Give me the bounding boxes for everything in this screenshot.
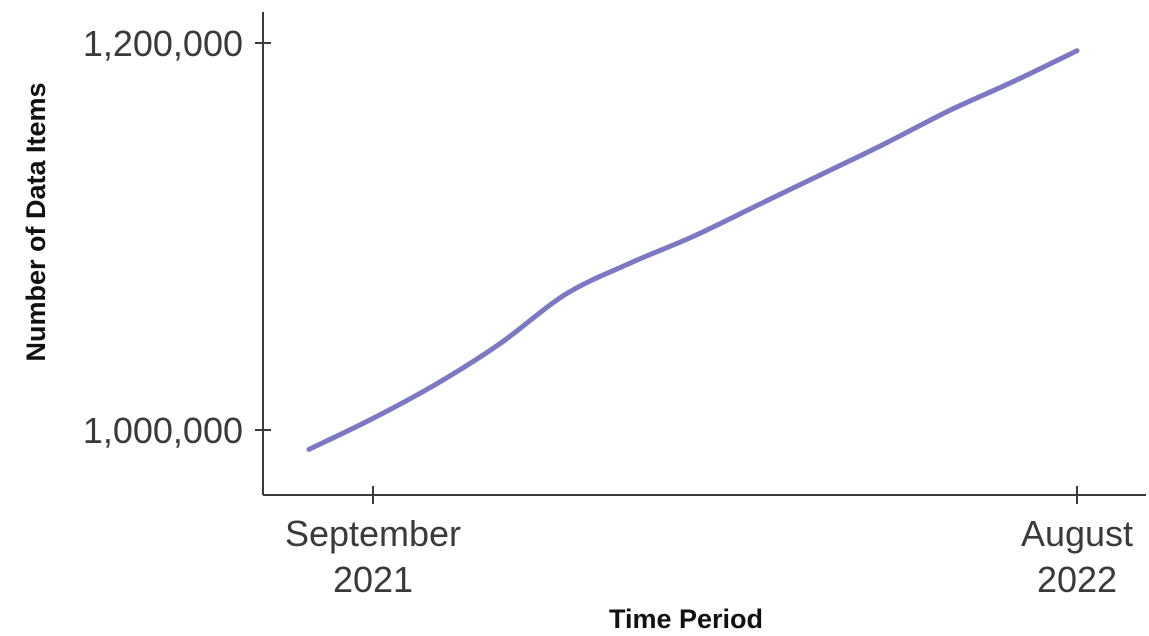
y-axis-ticks: 1,000,000 1,200,000 [83, 23, 271, 451]
x-tick-label: August [1021, 513, 1133, 554]
series-line [306, 48, 1080, 452]
x-tick-label: 2021 [333, 559, 413, 600]
y-axis-title: Number of Data Items [21, 82, 51, 361]
series-group [306, 48, 1080, 452]
x-axis-ticks: September 2021 August 2022 [285, 486, 1133, 600]
x-axis-title: Time Period [609, 604, 763, 634]
x-tick-label: September [285, 513, 461, 554]
x-tick-label: 2022 [1037, 559, 1117, 600]
y-tick-label: 1,200,000 [83, 23, 243, 64]
y-tick-label: 1,000,000 [83, 410, 243, 451]
